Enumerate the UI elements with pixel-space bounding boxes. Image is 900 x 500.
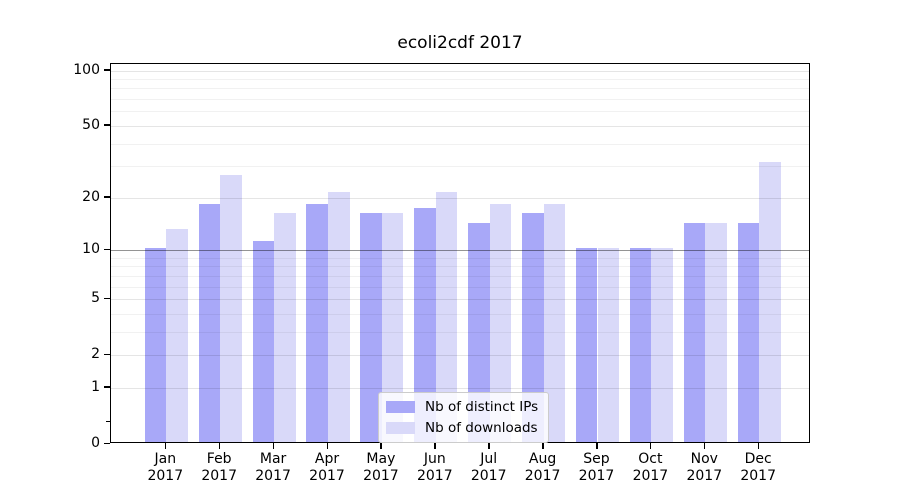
gridline-20 [111, 197, 809, 199]
gridline-100 [111, 70, 809, 72]
bar-downloads-may [381, 212, 404, 442]
bar-downloads-jun [435, 191, 458, 442]
bar-downloads-feb [220, 175, 242, 442]
bar-ips-aug [522, 212, 544, 442]
x-tick-label-may: May 2017 [363, 451, 399, 484]
minor-gridline-40 [111, 143, 809, 145]
x-tick-may [380, 443, 382, 449]
x-tick-aug [542, 443, 544, 449]
bar-downloads-apr [328, 191, 350, 442]
bar-ips-feb [198, 203, 221, 442]
gridline-1 [111, 387, 809, 389]
minor-gridline-30 [111, 166, 809, 168]
x-tick-nov [703, 443, 706, 449]
plot-area: Nb of distinct IPs Nb of downloads [110, 63, 810, 443]
bar-ips-jul [468, 222, 490, 442]
bar-ips-apr [306, 203, 328, 442]
gridline-2 [111, 355, 809, 357]
bar-downloads-mar [274, 212, 296, 442]
y-tick-2 [104, 353, 110, 356]
minor-gridline-80 [111, 88, 809, 90]
x-tick-oct [649, 443, 652, 449]
y-tick-0 [104, 442, 110, 444]
minor-gridline-3 [111, 331, 809, 333]
legend-row-distinct-ips: Nb of distinct IPs [386, 399, 538, 415]
x-tick-label-mar: Mar 2017 [255, 451, 291, 484]
bar-downloads-oct [651, 248, 673, 442]
minor-gridline-90 [111, 79, 809, 80]
bar-downloads-jul [489, 203, 512, 442]
bar-downloads-nov [705, 222, 727, 442]
y-tick-label-1: 1 [91, 378, 100, 395]
bar-ips-dec [737, 222, 760, 442]
minor-gridline-9 [111, 257, 809, 259]
y-tick-label-2: 2 [91, 346, 100, 363]
x-tick-label-oct: Oct 2017 [632, 451, 669, 484]
minor-gridline-70 [111, 99, 809, 101]
bar-ips-mar [252, 240, 275, 442]
legend-row-downloads: Nb of downloads [386, 420, 538, 436]
gridline-10 [111, 250, 809, 251]
bar-downloads-aug [543, 203, 566, 442]
bar-downloads-jan [166, 228, 188, 442]
x-tick-label-jul: Jul 2017 [470, 451, 507, 484]
x-tick-label-dec: Dec 2017 [740, 451, 776, 484]
y-minor-tick [106, 421, 110, 423]
y-tick-label-5: 5 [91, 290, 100, 306]
x-tick-label-jun: Jun 2017 [416, 451, 453, 484]
x-tick-label-apr: Apr 2017 [309, 451, 345, 484]
y-tick-20 [104, 196, 110, 198]
legend-label-distinct-ips: Nb of distinct IPs [425, 399, 539, 415]
legend-swatch-distinct-ips [386, 401, 415, 413]
y-tick-label-10: 10 [82, 241, 100, 257]
x-tick-jan [164, 443, 167, 449]
minor-gridline-8 [111, 266, 809, 268]
minor-gridline-7 [111, 275, 809, 277]
bar-ips-may [360, 212, 382, 442]
y-tick-label-50: 50 [82, 116, 100, 133]
x-tick-feb [218, 443, 221, 449]
bar-ips-jan [144, 248, 167, 442]
x-tick-label-sep: Sep 2017 [578, 451, 615, 484]
bar-ips-nov [683, 222, 706, 442]
y-tick-1 [104, 386, 110, 388]
y-tick-5 [104, 297, 110, 299]
y-tick-50 [104, 124, 110, 126]
x-tick-label-feb: Feb 2017 [201, 451, 237, 484]
gridline-5 [111, 299, 809, 300]
bar-downloads-dec [759, 161, 781, 442]
x-tick-label-jan: Jan 2017 [147, 451, 184, 484]
y-tick-label-20: 20 [82, 188, 100, 205]
bar-downloads-sep [597, 248, 620, 442]
chart-title: ecoli2cdf 2017 [397, 33, 523, 53]
x-tick-mar [272, 443, 275, 449]
legend-label-downloads: Nb of downloads [425, 420, 538, 436]
legend: Nb of distinct IPs Nb of downloads [378, 392, 550, 443]
y-tick-100 [104, 69, 110, 71]
x-tick-label-aug: Aug 2017 [524, 451, 561, 484]
y-tick-label-0: 0 [91, 435, 100, 451]
legend-swatch-downloads [386, 422, 415, 434]
bar-ips-jun [414, 208, 436, 442]
x-tick-dec [757, 443, 760, 449]
x-tick-sep [596, 443, 598, 449]
x-tick-apr [326, 443, 328, 449]
y-tick-label-100: 100 [73, 61, 100, 78]
minor-gridline-6 [111, 286, 809, 288]
gridline-50 [111, 125, 809, 127]
minor-gridline-60 [111, 111, 809, 113]
x-tick-jun [434, 443, 436, 449]
y-tick-10 [104, 248, 110, 250]
x-tick-jul [488, 443, 490, 449]
minor-gridline-4 [111, 313, 809, 315]
bar-ips-sep [575, 248, 598, 442]
bar-ips-oct [629, 248, 652, 442]
x-tick-label-nov: Nov 2017 [686, 451, 723, 484]
